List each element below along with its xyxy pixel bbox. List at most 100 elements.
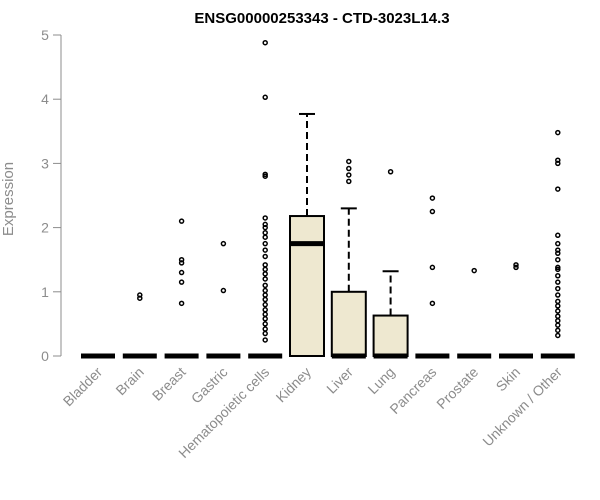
y-axis: 0 1 2 3 4 5 — [41, 27, 62, 364]
outlier-point — [262, 171, 268, 178]
outlier-point — [262, 39, 268, 46]
outlier-point — [555, 285, 561, 292]
x-tick-label: Liver — [323, 364, 356, 397]
outlier-point — [555, 266, 561, 273]
outlier-point — [178, 256, 185, 263]
y-tick-label: 3 — [41, 155, 49, 171]
y-tick-label: 0 — [41, 348, 49, 364]
x-tick-label: Breast — [149, 364, 189, 404]
outlier-point — [262, 253, 268, 260]
x-tick-label: Unknown / Other — [479, 364, 565, 450]
outlier-point — [555, 250, 561, 257]
box-prostate — [457, 267, 492, 359]
outlier-point — [555, 247, 561, 253]
outlier-point — [262, 330, 268, 337]
outlier-point — [555, 332, 561, 339]
box-pancreas — [415, 195, 450, 359]
outlier-point — [262, 301, 268, 308]
outlier-point — [555, 129, 561, 136]
outlier-point — [137, 295, 143, 301]
y-tick-label: 5 — [41, 27, 49, 43]
outlier-point — [262, 337, 268, 343]
outlier-point — [346, 172, 352, 178]
outlier-point — [555, 157, 561, 163]
box-hematopoietic-cells — [248, 39, 283, 359]
outlier-point — [429, 208, 436, 215]
outlier-point — [262, 311, 268, 318]
outlier-point — [262, 326, 268, 332]
box-liver — [330, 158, 367, 359]
outlier-point — [262, 316, 268, 322]
outlier-point — [555, 317, 561, 324]
outlier-point — [555, 186, 561, 192]
box-skin — [499, 262, 533, 359]
box-lung — [372, 168, 409, 359]
outlier-point — [178, 300, 185, 307]
outlier-point — [555, 322, 561, 328]
x-tick-label: Bladder — [60, 364, 106, 410]
chart-title: ENSG00000253343 - CTD-3023L14.3 — [194, 10, 449, 27]
outlier-point — [555, 232, 561, 239]
outlier-point — [555, 160, 561, 167]
x-tick-label: Kidney — [273, 364, 315, 406]
outlier-point — [471, 267, 477, 274]
x-tick-label: Brain — [112, 364, 146, 398]
y-tick-label: 1 — [41, 284, 49, 300]
y-tick-label: 4 — [41, 91, 49, 107]
outlier-point — [346, 178, 352, 185]
outlier-point — [262, 296, 268, 303]
outlier-point — [262, 215, 268, 221]
outlier-point — [555, 279, 561, 285]
outlier-point — [387, 168, 394, 175]
y-tick-label: 2 — [41, 220, 49, 236]
outlier-point — [262, 292, 268, 298]
x-tick-label: Prostate — [433, 364, 481, 412]
outlier-point — [555, 303, 561, 309]
outlier-point — [555, 327, 561, 334]
outlier-point — [262, 240, 268, 247]
x-tick-label: Skin — [493, 364, 524, 395]
outlier-point — [262, 321, 268, 327]
outlier-point — [262, 224, 268, 231]
outlier-point — [429, 195, 436, 201]
outlier-point — [555, 292, 561, 298]
outlier-point — [513, 262, 519, 268]
outlier-point — [262, 287, 268, 294]
outlier-point — [555, 240, 561, 247]
outlier-point — [555, 273, 561, 279]
box-iqr — [289, 215, 325, 357]
box-gastric — [206, 240, 241, 359]
outlier-point — [178, 279, 185, 285]
box-breast — [164, 218, 199, 359]
box-brain — [122, 292, 157, 359]
outlier-point — [262, 234, 268, 240]
outlier-point — [513, 264, 519, 271]
outlier-point — [262, 266, 268, 273]
outlier-point — [178, 260, 185, 266]
outlier-point — [262, 307, 268, 313]
outlier-point — [555, 256, 561, 263]
outlier-point — [262, 173, 268, 179]
outlier-point — [262, 221, 268, 228]
outlier-point — [262, 271, 268, 277]
x-tick-label: Lung — [364, 364, 397, 397]
outlier-point — [429, 300, 436, 307]
outlier-point — [555, 298, 561, 305]
outlier-point — [555, 313, 561, 319]
box-iqr — [330, 290, 367, 357]
outlier-point — [346, 158, 352, 165]
outlier-point — [555, 308, 561, 314]
outlier-point — [220, 240, 227, 247]
outlier-point — [262, 247, 268, 253]
outlier-point — [555, 264, 561, 271]
outlier-point — [220, 287, 227, 294]
outlier-point — [262, 276, 268, 282]
box-kidney — [289, 112, 325, 357]
y-axis-label: Expression — [0, 162, 17, 236]
outlier-point — [429, 264, 436, 271]
outlier-point — [137, 292, 143, 298]
outlier-point — [178, 269, 185, 276]
outlier-point — [262, 229, 268, 236]
